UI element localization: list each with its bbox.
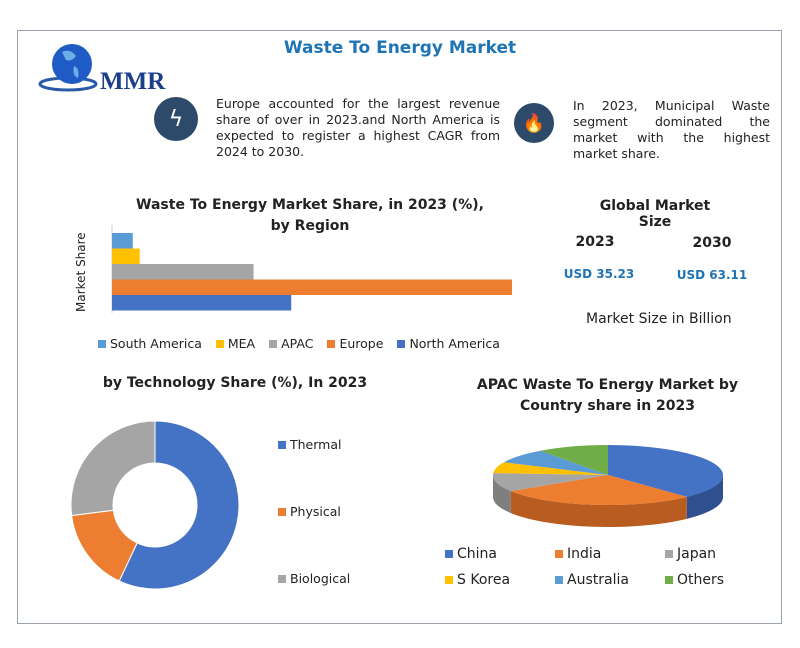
legend-item-others: Others xyxy=(665,572,755,588)
legend-label: China xyxy=(457,546,497,562)
legend-swatch xyxy=(98,339,106,348)
market-size-unit: Market Size in Billion xyxy=(586,311,732,327)
legend-label: S Korea xyxy=(457,572,511,588)
legend-swatch xyxy=(269,339,278,348)
pie-slice-japan xyxy=(493,473,608,492)
donut-slice-biological xyxy=(70,420,156,517)
legend-swatch xyxy=(665,576,673,584)
legend-item-physical: Physical xyxy=(278,504,350,519)
year-2030: 2030 xyxy=(692,235,732,251)
bar-south-america xyxy=(112,233,133,249)
y-axis-label: Market Share xyxy=(74,232,88,312)
legend-swatch xyxy=(278,574,286,583)
value-2023: USD 35.23 xyxy=(563,267,635,281)
legend-item-apac: APAC xyxy=(269,336,313,351)
legend-label: Australia xyxy=(567,572,629,588)
legend-label: Physical xyxy=(290,504,341,519)
legend-item-europe: Europe xyxy=(327,336,383,351)
legend-item-biological: Biological xyxy=(278,571,350,586)
globe-logo-icon xyxy=(38,44,98,92)
legend-label: Others xyxy=(677,572,725,588)
pie-slice-india xyxy=(510,475,687,505)
market-size-title: Global Market Size xyxy=(599,198,711,230)
legend-swatch xyxy=(327,339,336,348)
pie-side-india xyxy=(510,491,687,527)
donut-slice-thermal xyxy=(118,420,240,590)
legend-label: Thermal xyxy=(290,437,342,452)
legend-swatch xyxy=(445,576,453,584)
legend-label: South America xyxy=(110,336,202,351)
apac-legend: China India Japan S Korea Australia Others xyxy=(445,546,755,588)
legend-item-s-korea: S Korea xyxy=(445,572,555,588)
legend-swatch xyxy=(215,339,224,348)
pie-slice-others xyxy=(540,445,608,475)
legend-swatch xyxy=(555,550,563,558)
bar-europe xyxy=(112,279,512,295)
legend-item-china: China xyxy=(445,546,555,562)
pie-slice-china xyxy=(608,445,723,497)
legend-swatch xyxy=(445,550,453,558)
bar-mea xyxy=(112,248,140,264)
flame-icon: 🔥 xyxy=(514,103,554,143)
region-legend: South America MEA APAC Europe North America xyxy=(98,336,500,351)
legend-label: India xyxy=(567,546,602,562)
legend-swatch xyxy=(278,507,286,516)
year-2023: 2023 xyxy=(575,234,615,250)
legend-swatch xyxy=(665,550,673,558)
legend-item-north-america: North America xyxy=(397,336,500,351)
legend-item-thermal: Thermal xyxy=(278,437,350,452)
infographic-frame xyxy=(17,30,782,624)
region-bar-chart xyxy=(111,225,512,313)
legend-label: Biological xyxy=(290,571,351,586)
pie-slice-s-korea xyxy=(493,462,608,475)
apac-3d-pie-chart xyxy=(493,445,723,527)
apac-chart-title: APAC Waste To Energy Market by Country s… xyxy=(476,377,739,414)
region-chart-title: Waste To Energy Market Share, in 2023 (%… xyxy=(136,197,484,234)
legend-label: Japan xyxy=(677,546,717,562)
legend-item-south-america: South America xyxy=(98,336,202,351)
legend-label: North America xyxy=(409,336,500,351)
technology-donut-chart xyxy=(70,420,240,590)
lightning-icon: ϟ xyxy=(154,97,198,141)
pie-slice-australia xyxy=(503,450,608,475)
legend-item-japan: Japan xyxy=(665,546,755,562)
legend-swatch xyxy=(278,440,286,449)
legend-label: APAC xyxy=(281,336,314,351)
legend-label: MEA xyxy=(227,336,256,351)
value-2030: USD 63.11 xyxy=(676,268,748,282)
technology-legend: Thermal Physical Biological xyxy=(278,437,350,638)
pie-side-china xyxy=(686,475,723,519)
page-title: Waste To Energy Market xyxy=(283,38,517,58)
technology-chart-title: by Technology Share (%), In 2023 xyxy=(102,375,368,391)
legend-item-mea: MEA xyxy=(215,336,256,351)
legend-swatch xyxy=(555,576,563,584)
legend-item-australia: Australia xyxy=(555,572,665,588)
pie-side-japan xyxy=(493,475,511,514)
legend-label: Europe xyxy=(339,336,384,351)
insight-europe: Europe accounted for the largest revenue… xyxy=(216,96,500,159)
bar-north-america xyxy=(112,295,292,311)
bar-apac xyxy=(112,264,254,280)
legend-item-india: India xyxy=(555,546,665,562)
legend-swatch xyxy=(397,339,406,348)
insight-municipal: In 2023, Municipal Waste segment dominat… xyxy=(573,98,770,161)
logo-text: MMR xyxy=(100,68,166,95)
